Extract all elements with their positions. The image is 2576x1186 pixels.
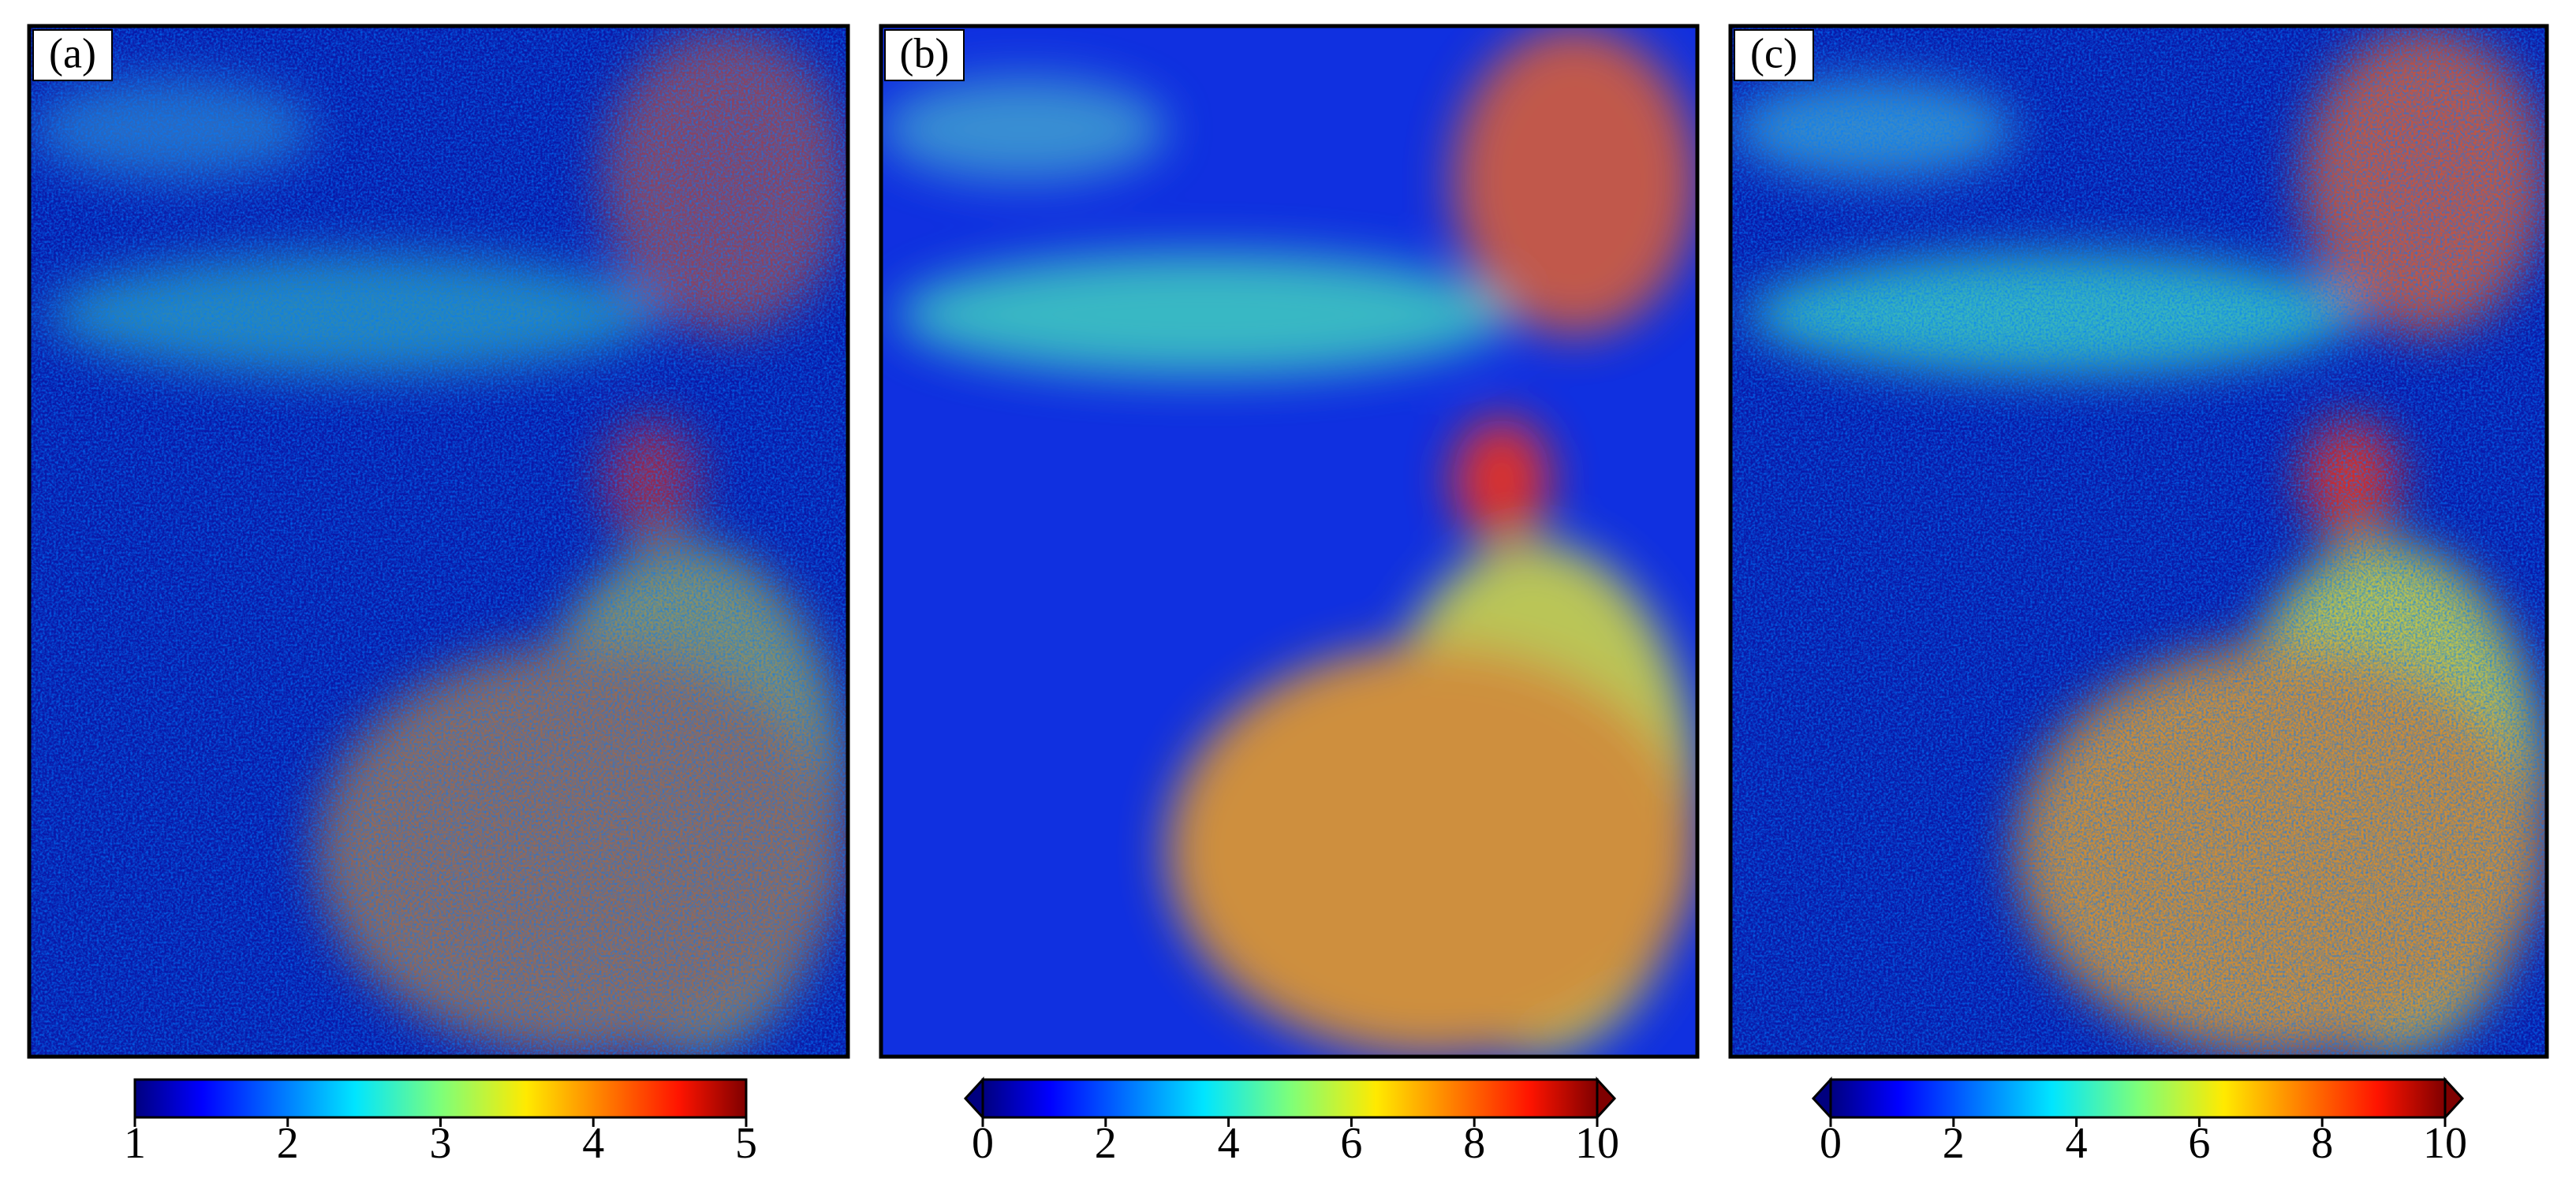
colorbar-tick-label: 2 bbox=[1943, 1119, 1965, 1168]
panel-label-box bbox=[32, 29, 113, 81]
colorbar-tick-label: 1 bbox=[124, 1119, 146, 1168]
colorbar-tick-label: 8 bbox=[2311, 1119, 2333, 1168]
colorbar-tick-label: 0 bbox=[972, 1119, 994, 1168]
panel-frame bbox=[27, 24, 850, 1059]
panel-frame bbox=[879, 24, 1700, 1059]
colorbar-tick-label: 8 bbox=[1463, 1119, 1485, 1168]
colorbar-tick-label: 10 bbox=[2423, 1119, 2467, 1168]
colorbar bbox=[1829, 1078, 2447, 1119]
colorbar-tick-label: 5 bbox=[735, 1119, 757, 1168]
colorbar-tick-label: 2 bbox=[277, 1119, 299, 1168]
heatmap-panel bbox=[881, 26, 1697, 1057]
heatmap-noise bbox=[29, 26, 848, 1057]
colorbar-tick-label: 4 bbox=[1218, 1119, 1240, 1168]
heatmap-texture bbox=[881, 26, 1697, 1057]
heatmap-panel bbox=[1730, 26, 2547, 1057]
colorbar-tick-label: 3 bbox=[430, 1119, 452, 1168]
colorbar-tick-label: 6 bbox=[2188, 1119, 2210, 1168]
colorbar-tick-label: 6 bbox=[1340, 1119, 1362, 1168]
colorbar-extend-high bbox=[1596, 1076, 1617, 1121]
colorbar-tick-label: 0 bbox=[1820, 1119, 1842, 1168]
colorbar-tick-label: 2 bbox=[1095, 1119, 1117, 1168]
colorbar-tick-label: 10 bbox=[1575, 1119, 1619, 1168]
colorbar-extend-high bbox=[2443, 1076, 2465, 1121]
panel-label-box bbox=[1734, 29, 1814, 81]
colorbar-extend-low bbox=[963, 1076, 984, 1121]
heatmap-panel bbox=[29, 26, 848, 1057]
panel-label-box bbox=[884, 29, 965, 81]
panel-label: (a) bbox=[49, 29, 96, 76]
panel-frame bbox=[1728, 24, 2549, 1059]
colorbar-tick-label: 4 bbox=[582, 1119, 604, 1168]
colorbar bbox=[133, 1078, 748, 1119]
panel-label: (c) bbox=[1750, 29, 1798, 76]
heatmap-noise bbox=[1730, 26, 2547, 1057]
colorbar-extend-low bbox=[1811, 1076, 1832, 1121]
colorbar-tick-label: 4 bbox=[2066, 1119, 2088, 1168]
panel-label: (b) bbox=[900, 29, 950, 76]
colorbar bbox=[981, 1078, 1599, 1119]
